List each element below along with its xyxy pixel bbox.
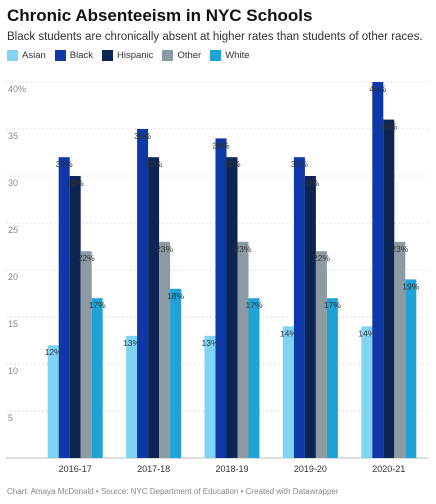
data-label: 35% (134, 131, 151, 141)
y-tick-label: 5 (8, 413, 13, 423)
legend-swatch-other (162, 50, 174, 61)
chart-footer: Chart: Amaya McDonald • Source: NYC Depa… (7, 487, 339, 496)
y-tick-label: 20 (8, 272, 18, 282)
x-tick-label: 2020-21 (372, 464, 405, 474)
legend-label-other: Other (177, 50, 202, 61)
bar-asian-2019-20 (282, 326, 294, 458)
bar-other-2016-17 (80, 251, 92, 458)
data-label: 23% (156, 244, 173, 254)
data-label: 23% (234, 244, 251, 254)
data-label: 40% (369, 84, 386, 94)
legend-swatch-white (210, 50, 222, 61)
x-tick-label: 2016-17 (59, 464, 92, 474)
data-label: 30% (302, 178, 319, 188)
x-tick-label: 2018-19 (215, 464, 248, 474)
data-label: 32% (56, 159, 73, 169)
y-tick-label: 40% (8, 84, 26, 94)
bar-white-2017-18 (170, 288, 182, 458)
bar-asian-2018-19 (204, 335, 216, 458)
chart-title: Chronic Absenteeism in NYC Schools (7, 6, 313, 25)
y-tick-label: 15 (8, 319, 18, 329)
legend-item-hispanic: Hispanic (102, 50, 153, 61)
y-tick-label: 10 (8, 366, 18, 376)
data-label: 17% (324, 300, 341, 310)
data-label: 17% (89, 300, 106, 310)
data-label: 19% (402, 281, 419, 291)
legend-swatch-black (54, 50, 66, 61)
data-label: 14% (358, 328, 375, 338)
data-label: 32% (291, 159, 308, 169)
bar-hispanic-2020-21 (383, 119, 395, 458)
legend-item-black: Black (54, 50, 93, 61)
legend-swatch-hispanic (102, 50, 113, 61)
data-label: 13% (201, 338, 218, 348)
data-label: 30% (67, 178, 84, 188)
bar-other-2019-20 (315, 251, 327, 458)
y-tick-label: 25 (8, 225, 18, 235)
bar-other-2017-18 (159, 241, 171, 458)
bar-asian-2016-17 (47, 345, 59, 458)
y-tick-label: 30 (8, 178, 18, 188)
legend: Asian Black Hispanic Other White (7, 50, 259, 61)
data-label: 17% (245, 300, 262, 310)
bar-black-2017-18 (137, 129, 149, 458)
data-label: 34% (212, 140, 229, 150)
legend-label-white: White (225, 50, 250, 61)
bar-black-2020-21 (372, 82, 384, 458)
legend-item-asian: Asian (7, 50, 46, 61)
legend-swatch-asian (7, 50, 18, 61)
bar-white-2018-19 (248, 298, 260, 458)
data-label: 36% (380, 122, 397, 132)
x-tick-label: 2019-20 (294, 464, 327, 474)
legend-item-other: Other (162, 50, 201, 61)
data-label: 23% (391, 244, 408, 254)
bar-other-2018-19 (237, 241, 249, 458)
y-tick-label: 35 (8, 131, 18, 141)
bar-white-2020-21 (405, 279, 417, 458)
data-label: 32% (223, 159, 240, 169)
legend-label-hispanic: Hispanic (117, 50, 154, 61)
legend-item-white: White (210, 50, 250, 61)
bar-black-2019-20 (293, 157, 305, 458)
data-label: 22% (78, 253, 95, 263)
bar-black-2016-17 (58, 157, 70, 458)
legend-label-asian: Asian (22, 50, 46, 61)
data-label: 14% (280, 328, 297, 338)
bar-hispanic-2019-20 (304, 176, 316, 458)
x-tick-label: 2017-18 (137, 464, 170, 474)
bar-asian-2017-18 (126, 335, 138, 458)
data-label: 18% (167, 291, 184, 301)
bar-asian-2020-21 (361, 326, 373, 458)
chart-subtitle: Black students are chronically absent at… (7, 31, 423, 43)
data-label: 13% (123, 338, 140, 348)
data-label: 32% (145, 159, 162, 169)
bar-hispanic-2016-17 (69, 176, 81, 458)
bar-black-2018-19 (215, 138, 227, 458)
data-label: 22% (313, 253, 330, 263)
bar-hispanic-2018-19 (226, 157, 238, 458)
bar-other-2020-21 (394, 241, 406, 458)
bar-white-2019-20 (326, 298, 338, 458)
bar-white-2016-17 (91, 298, 103, 458)
data-label: 12% (45, 347, 62, 357)
bar-hispanic-2017-18 (148, 157, 160, 458)
legend-label-black: Black (69, 50, 93, 61)
